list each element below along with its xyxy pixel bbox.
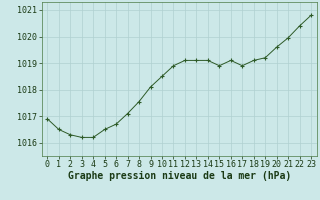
X-axis label: Graphe pression niveau de la mer (hPa): Graphe pression niveau de la mer (hPa) [68, 171, 291, 181]
